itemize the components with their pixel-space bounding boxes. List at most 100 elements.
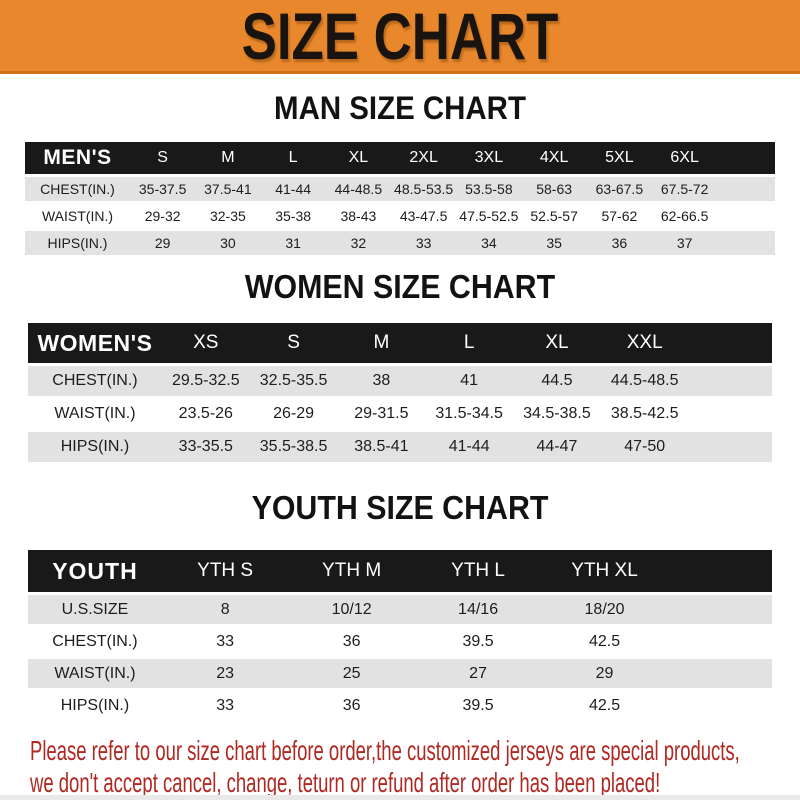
cell-value: 39.5 <box>414 627 542 656</box>
women-section-title: WOMEN SIZE CHART <box>244 268 556 305</box>
spacer-cell <box>717 204 775 228</box>
cell-value: 33-35.5 <box>161 432 250 462</box>
cell-value: 44.5-48.5 <box>600 366 689 396</box>
men-section: MAN SIZE CHART MEN'S S M L XL 2XL 3XL 4XL 5XL 6XL… <box>0 90 800 258</box>
youth-size-table: YOUTH YTH S YTH M YTH L YTH XL U.S.SIZE 8 10/1… <box>28 547 772 723</box>
cell-value: 52.5-57 <box>521 204 587 228</box>
table-corner-label: MEN'S <box>25 142 130 174</box>
cell-value: 25 <box>288 659 415 688</box>
size-column-header: S <box>130 142 196 174</box>
size-column-header: S <box>249 323 338 363</box>
spacer-cell <box>688 323 772 363</box>
header-row: WOMEN'S XS S M L XL XXL <box>28 323 772 363</box>
table-row: HIPS(IN.) 33-35.5 35.5-38.5 38.5-41 41-44 44-… <box>28 432 772 462</box>
women-section: WOMEN SIZE CHART WOMEN'S XS S M L XL XXL CHEST… <box>0 268 800 465</box>
table-row: CHEST(IN.) 33 36 39.5 42.5 <box>28 627 772 656</box>
row-label: CHEST(IN.) <box>25 177 130 201</box>
cell-value: 57-62 <box>586 204 652 228</box>
table-row: CHEST(IN.) 29.5-32.5 32.5-35.5 38 41 44.5 44.5… <box>28 366 772 396</box>
size-column-header: XXL <box>600 323 689 363</box>
cell-value: 41 <box>425 366 514 396</box>
men-table-header: MEN'S S M L XL 2XL 3XL 4XL 5XL 6XL <box>25 142 775 174</box>
cell-value: 48.5-53.5 <box>391 177 457 201</box>
cell-value: 10/12 <box>288 595 415 624</box>
cell-value: 34 <box>456 231 522 255</box>
size-column-header: XL <box>513 323 601 363</box>
cell-value: 35.5-38.5 <box>249 432 338 462</box>
disclaimer-line-2: we don't accept cancel, change, teturn o… <box>30 767 661 798</box>
cell-value: 35 <box>521 231 587 255</box>
spacer-cell <box>688 366 772 396</box>
cell-value: 33 <box>391 231 457 255</box>
cell-value: 29 <box>541 659 668 688</box>
row-label: WAIST(IN.) <box>25 204 130 228</box>
table-corner-label: WOMEN'S <box>28 323 162 363</box>
cell-value: 38 <box>337 366 426 396</box>
table-row: WAIST(IN.) 23 25 27 29 <box>28 659 772 688</box>
cell-value: 53.5-58 <box>456 177 522 201</box>
size-column-header: YTH M <box>288 550 415 592</box>
cell-value: 63-67.5 <box>586 177 652 201</box>
cell-value: 44.5 <box>513 366 601 396</box>
spacer-cell <box>667 550 772 592</box>
disclaimer-note: Please refer to our size chart before or… <box>30 735 800 798</box>
size-column-header: M <box>195 142 261 174</box>
table-row: WAIST(IN.) 23.5-26 26-29 29-31.5 31.5-34.5 34… <box>28 399 772 429</box>
cell-value: 36 <box>288 691 415 720</box>
cell-value: 34.5-38.5 <box>513 399 601 429</box>
row-label: HIPS(IN.) <box>25 231 130 255</box>
cell-value: 29-31.5 <box>337 399 426 429</box>
cell-value: 39.5 <box>414 691 542 720</box>
cell-value: 30 <box>195 231 261 255</box>
table-row: HIPS(IN.) 33 36 39.5 42.5 <box>28 691 772 720</box>
cell-value: 32-35 <box>195 204 261 228</box>
women-table-header: WOMEN'S XS S M L XL XXL <box>28 323 772 363</box>
spacer-cell <box>717 231 775 255</box>
size-column-header: L <box>260 142 326 174</box>
size-column-header: L <box>425 323 514 363</box>
size-column-header: 2XL <box>391 142 457 174</box>
cell-value: 31 <box>260 231 326 255</box>
cell-value: 41-44 <box>425 432 514 462</box>
size-column-header: 3XL <box>456 142 522 174</box>
size-column-header: 5XL <box>586 142 652 174</box>
cell-value: 36 <box>586 231 652 255</box>
cell-value: 23 <box>161 659 289 688</box>
size-column-header: 4XL <box>521 142 587 174</box>
row-label: U.S.SIZE <box>28 595 162 624</box>
size-column-header: M <box>337 323 426 363</box>
disclaimer-line-1: Please refer to our size chart before or… <box>30 735 740 766</box>
cell-value: 67.5-72 <box>652 177 718 201</box>
cell-value: 27 <box>414 659 542 688</box>
row-label: CHEST(IN.) <box>28 627 162 656</box>
row-label: HIPS(IN.) <box>28 691 162 720</box>
cell-value: 42.5 <box>541 691 668 720</box>
row-label: HIPS(IN.) <box>28 432 162 462</box>
cell-value: 44-47 <box>513 432 601 462</box>
size-column-header: YTH L <box>414 550 542 592</box>
youth-section-title: YOUTH SIZE CHART <box>251 489 549 526</box>
women-table-body: CHEST(IN.) 29.5-32.5 32.5-35.5 38 41 44.5 44.5… <box>28 366 772 462</box>
men-section-title: MAN SIZE CHART <box>274 90 526 126</box>
spacer-cell <box>717 177 775 201</box>
youth-table-header: YOUTH YTH S YTH M YTH L YTH XL <box>28 550 772 592</box>
table-row: HIPS(IN.) 29 30 31 32 33 34 35 36 37 <box>25 231 775 255</box>
header-row: YOUTH YTH S YTH M YTH L YTH XL <box>28 550 772 592</box>
women-size-table: WOMEN'S XS S M L XL XXL CHEST(IN.) 29.5-32.5 32.… <box>28 320 772 465</box>
size-column-header: XL <box>325 142 391 174</box>
men-table-body: CHEST(IN.) 35-37.5 37.5-41 41-44 44-48.5 48.5… <box>25 177 775 255</box>
cell-value: 47.5-52.5 <box>456 204 522 228</box>
cell-value: 33 <box>161 627 289 656</box>
spacer-cell <box>667 595 772 624</box>
cell-value: 36 <box>288 627 415 656</box>
cell-value: 35-38 <box>260 204 326 228</box>
cell-value: 35-37.5 <box>130 177 196 201</box>
table-row: CHEST(IN.) 35-37.5 37.5-41 41-44 44-48.5 48.5… <box>25 177 775 201</box>
cell-value: 14/16 <box>414 595 542 624</box>
size-column-header: YTH XL <box>541 550 668 592</box>
cell-value: 58-63 <box>521 177 587 201</box>
cell-value: 29-32 <box>130 204 196 228</box>
cell-value: 38.5-41 <box>337 432 426 462</box>
banner-title: SIZE CHART <box>241 0 559 73</box>
